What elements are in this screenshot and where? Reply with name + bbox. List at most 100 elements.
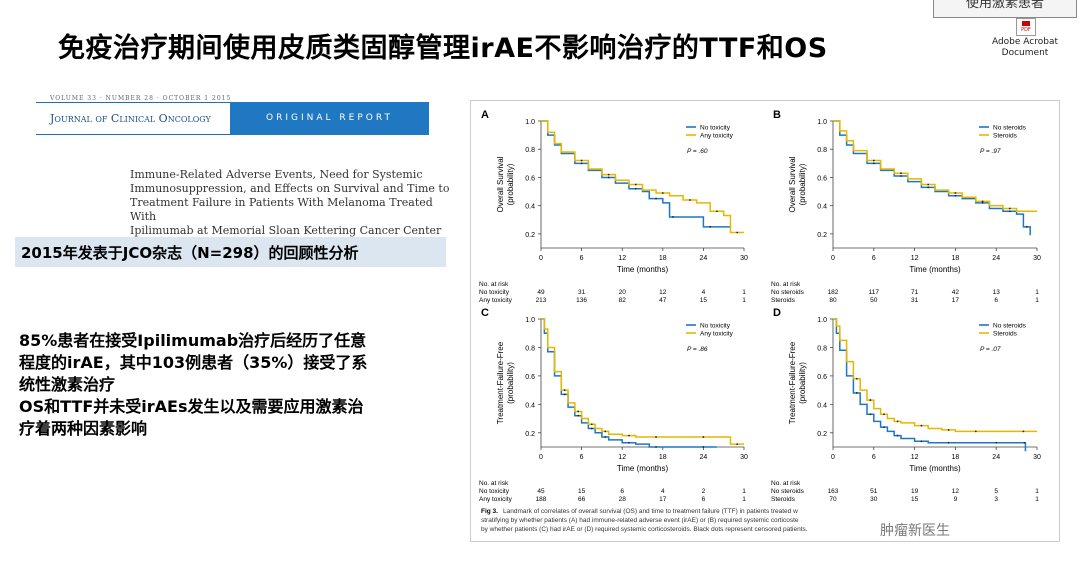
censor-mark <box>883 413 885 416</box>
at-risk-row-label: Steroids <box>771 496 796 503</box>
legend-label: Steroids <box>993 331 1018 338</box>
x-tick-label: 6 <box>872 255 876 262</box>
journal-name: Journal of Clinical Oncology <box>50 112 211 125</box>
p-value-label: P = .86 <box>687 346 708 353</box>
x-tick-label: 24 <box>992 255 1000 262</box>
summary-line: OS和TTF并未受irAEs发生以及需要应用激素治 <box>19 397 364 416</box>
y-tick-label: 0.6 <box>525 175 535 182</box>
x-tick-label: 12 <box>618 454 626 461</box>
legend-label: Any toxicity <box>700 133 734 140</box>
x-tick-label: 0 <box>539 255 543 262</box>
x-tick-label: 24 <box>992 454 1000 461</box>
y-tick-label: 1.0 <box>525 119 535 126</box>
at-risk-value: 28 <box>619 496 627 503</box>
x-tick-label: 12 <box>911 454 919 461</box>
at-risk-value: 30 <box>870 496 878 503</box>
y-axis-label-sub: (probability) <box>506 362 515 404</box>
x-axis-label: Time (months) <box>617 265 669 274</box>
at-risk-value: 51 <box>870 488 878 495</box>
censor-mark <box>604 436 607 438</box>
y-tick-label: 0.8 <box>817 345 827 352</box>
at-risk-row-label: No toxicity <box>479 289 510 296</box>
censor-mark <box>563 389 566 392</box>
censor-mark <box>702 436 705 438</box>
caption-line: stratifying by whether patients (A) had … <box>481 517 799 524</box>
x-tick-label: 24 <box>700 454 708 461</box>
x-tick-label: 18 <box>952 255 960 262</box>
censor-mark <box>607 176 610 179</box>
censor-mark <box>563 393 566 396</box>
summary-line: 85%患者在接受Ipilimumab治疗后经历了任意 <box>19 331 367 350</box>
y-tick-label: 0.4 <box>525 204 535 211</box>
journal-tag: ORIGINAL REPORT <box>230 102 429 135</box>
pdf-icon[interactable]: PDF <box>1016 18 1036 36</box>
legend-label: No toxicity <box>700 323 731 330</box>
legend-label: No toxicity <box>700 125 731 132</box>
censor-mark <box>736 231 739 234</box>
censor-mark <box>628 434 630 437</box>
at-risk-value: 117 <box>869 289 880 296</box>
at-risk-row-label: Any toxicity <box>479 297 513 304</box>
x-tick-label: 30 <box>1033 255 1041 262</box>
y-tick-label: 0.6 <box>817 374 827 381</box>
at-risk-value: 6 <box>702 496 706 503</box>
pdf-label-line2: Document <box>1001 48 1049 58</box>
x-tick-label: 12 <box>618 255 626 262</box>
x-tick-label: 6 <box>580 454 584 461</box>
at-risk-value: 4 <box>702 289 706 296</box>
x-axis-label: Time (months) <box>909 265 961 274</box>
y-tick-label: 0.4 <box>817 402 827 409</box>
censor-mark <box>900 172 902 175</box>
at-risk-value: 20 <box>619 289 627 296</box>
censor-mark <box>883 426 885 428</box>
at-risk-value: 50 <box>870 297 878 304</box>
censor-mark <box>872 159 875 162</box>
y-axis-label-sub: (probability) <box>506 163 515 205</box>
x-axis-label: Time (months) <box>617 464 669 473</box>
censor-mark <box>1008 207 1011 210</box>
panel-letter: C <box>481 307 489 319</box>
censor-mark <box>590 423 593 426</box>
censor-mark <box>577 414 580 417</box>
censor-mark <box>947 429 950 431</box>
censor-mark <box>1023 441 1026 444</box>
top-label-box: 使用激素患者 <box>933 0 1077 18</box>
at-risk-row-label: No toxicity <box>479 488 510 495</box>
y-tick-label: 0.6 <box>817 175 827 182</box>
y-tick-label: 0.4 <box>525 402 535 409</box>
censor-mark <box>709 225 712 228</box>
at-risk-value: 3 <box>994 496 998 503</box>
at-risk-value: 15 <box>578 488 586 495</box>
censor-mark <box>604 430 607 433</box>
at-risk-value: 12 <box>659 289 667 296</box>
legend-label: No steroids <box>993 125 1027 132</box>
x-tick-label: 18 <box>952 454 960 461</box>
at-risk-value: 1 <box>742 488 746 495</box>
at-risk-value: 42 <box>952 289 960 296</box>
at-risk-value: 66 <box>578 496 586 503</box>
at-risk-header: No. at risk <box>771 281 801 288</box>
publication-note: 2015年发表于JCO杂志（N=298）的回顾性分析 <box>21 244 359 262</box>
censor-mark <box>981 201 984 204</box>
y-tick-label: 0.8 <box>817 147 827 154</box>
y-tick-label: 0.2 <box>525 431 535 438</box>
p-value-label: P = .97 <box>980 148 1001 155</box>
x-tick-label: 12 <box>911 255 919 262</box>
pdf-attachment-label[interactable]: Adobe Acrobat Document <box>990 37 1060 59</box>
at-risk-header: No. at risk <box>479 480 509 487</box>
paper-title-line: Immune-Related Adverse Events, Need for … <box>130 168 423 181</box>
y-tick-label: 0.2 <box>817 431 827 438</box>
watermark: 肿瘤新医生 <box>880 523 950 539</box>
y-axis-label-sub: (probability) <box>798 163 807 205</box>
km-curve <box>541 120 731 228</box>
censor-mark <box>628 441 630 444</box>
at-risk-value: 1 <box>742 297 746 304</box>
at-risk-value: 1 <box>1035 297 1039 304</box>
at-risk-value: 163 <box>828 488 839 495</box>
at-risk-value: 2 <box>702 488 706 495</box>
legend-label: Any toxicity <box>700 331 734 338</box>
x-axis-label: Time (months) <box>909 464 961 473</box>
slide-title: 免疫治疗期间使用皮质类固醇管理irAE不影响治疗的TTF和OS <box>58 33 828 64</box>
p-value-label: P = .60 <box>687 148 708 155</box>
at-risk-value: 19 <box>911 488 919 495</box>
